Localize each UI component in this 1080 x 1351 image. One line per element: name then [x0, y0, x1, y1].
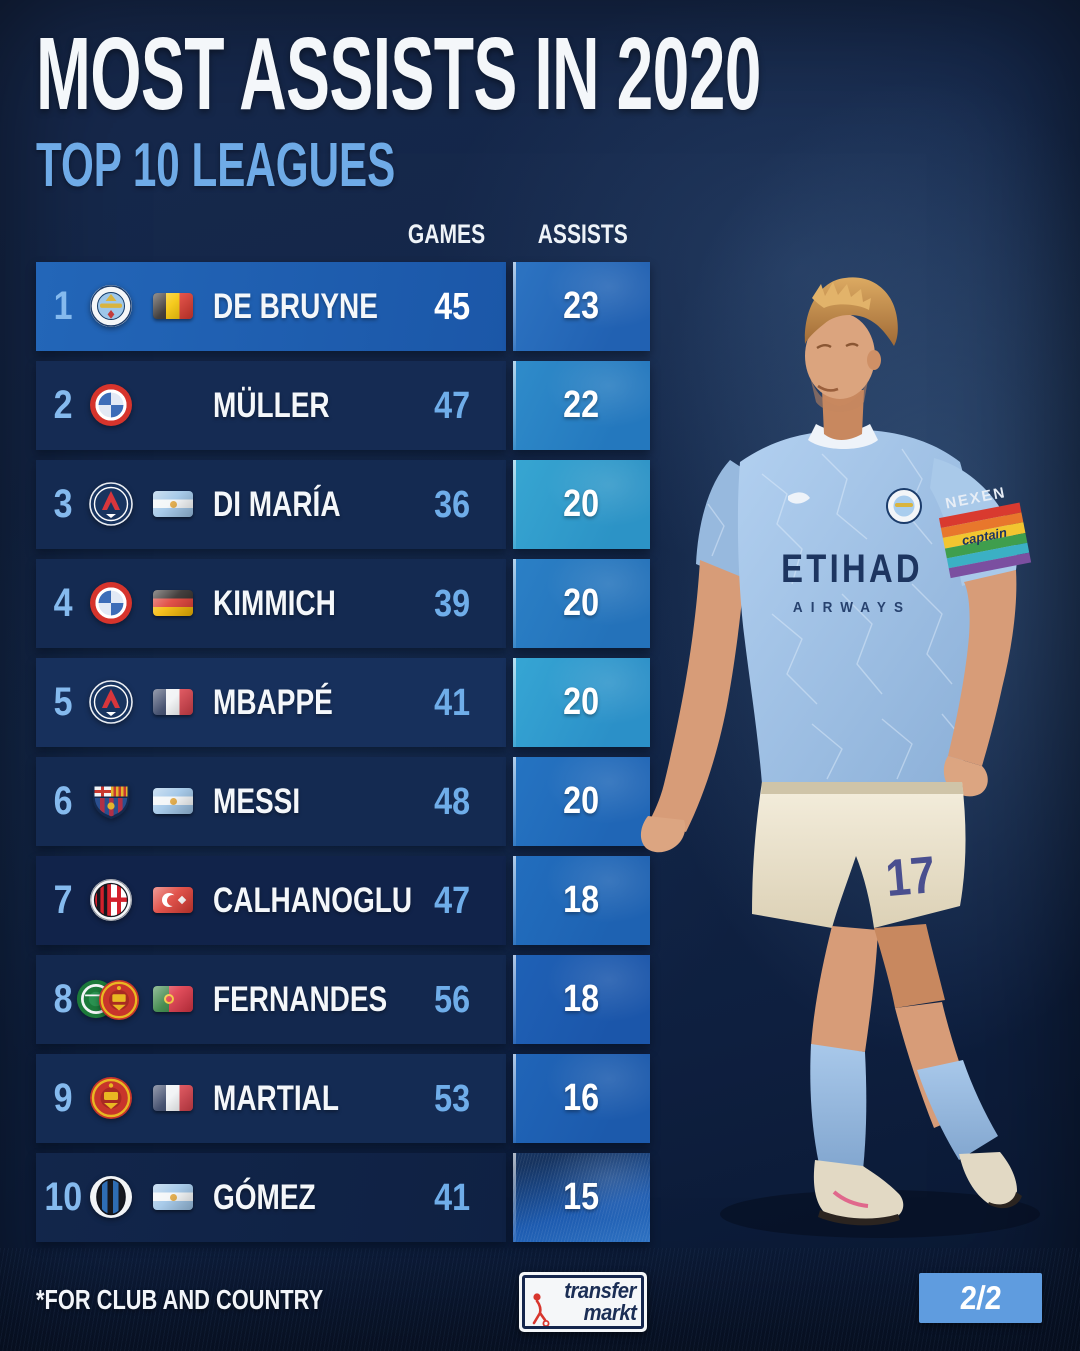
rank-label: 4 — [53, 581, 73, 625]
player-name: MARTIAL — [213, 1079, 339, 1118]
assists-cell: 20 — [513, 658, 650, 747]
rank-label: 5 — [53, 680, 73, 724]
flag-france-icon — [153, 689, 193, 715]
table-row: 7 CALHANOGLU 47 — [36, 856, 506, 945]
table-row: 8 FERNANDES 56 — [36, 955, 506, 1044]
player-name: GÓMEZ — [213, 1178, 316, 1217]
club-badge-psg-icon — [89, 680, 133, 724]
page-subtitle: TOP 10 LEAGUES — [36, 131, 396, 200]
club-badge-manchester-united-icon — [89, 1076, 133, 1120]
short-number: 17 — [883, 846, 937, 908]
table-row: 6 MESSI 48 — [36, 757, 506, 846]
rank-label: 3 — [53, 482, 73, 526]
brand-text-top: transfer — [564, 1278, 636, 1303]
player-name: KIMMICH — [213, 584, 336, 623]
assists-value: 20 — [563, 582, 600, 624]
flag-france-icon — [153, 1085, 193, 1111]
club-badge-psg-icon — [89, 482, 133, 526]
games-value: 41 — [434, 682, 470, 724]
flag-turkey-icon — [153, 887, 193, 913]
assists-value: 18 — [563, 978, 600, 1020]
assists-value: 18 — [563, 879, 600, 921]
games-value: 45 — [434, 286, 470, 328]
games-value: 41 — [434, 1177, 470, 1219]
games-value: 53 — [434, 1078, 470, 1120]
page-indicator-badge: 2/2 — [919, 1273, 1042, 1323]
player-name: MÜLLER — [213, 386, 330, 425]
assists-cell: 20 — [513, 757, 650, 846]
assists-value: 22 — [563, 384, 600, 426]
club-badge-manchester-city-icon — [89, 284, 133, 328]
assists-value: 20 — [563, 483, 600, 525]
assists-cell: 18 — [513, 856, 650, 945]
page-indicator: 2/2 — [958, 1279, 1003, 1316]
jersey-sponsor: ETIHAD — [781, 546, 923, 591]
rank-label: 6 — [53, 779, 73, 823]
table-row: 10 GÓMEZ 41 — [36, 1153, 506, 1242]
flag-portugal-icon — [153, 986, 193, 1012]
table-row: 2 MÜLLER 47 — [36, 361, 506, 450]
rank-label: 2 — [53, 383, 73, 427]
games-value: 47 — [434, 385, 470, 427]
player-name: DE BRUYNE — [213, 287, 378, 326]
flag-argentina-icon — [153, 491, 193, 517]
games-value: 39 — [434, 583, 470, 625]
club-badge-manchester-united-icon — [98, 979, 140, 1021]
table-row: 3 DI MARÍA 36 — [36, 460, 506, 549]
games-value: 48 — [434, 781, 470, 823]
club-badge-atalanta-icon — [89, 1175, 133, 1219]
games-value: 36 — [434, 484, 470, 526]
assists-value: 23 — [563, 285, 600, 327]
flag-belgium-icon — [153, 293, 193, 319]
club-badge-bayern-munich-icon — [89, 581, 133, 625]
player-name: FERNANDES — [213, 980, 388, 1019]
sleeve-sponsor: NEXEN — [944, 484, 1008, 512]
table-row: 4 KIMMICH 39 — [36, 559, 506, 648]
rank-label: 1 — [53, 284, 73, 328]
table-row: 5 MBAPPÉ 41 — [36, 658, 506, 747]
svg-text:ETIHAD: ETIHAD — [781, 546, 923, 591]
column-header-games: GAMES — [408, 219, 486, 249]
svg-text:captain: captain — [961, 525, 1009, 548]
flag-germany-icon — [153, 590, 193, 616]
assists-cell: 16 — [513, 1054, 650, 1143]
player-name: MESSI — [213, 782, 301, 821]
assists-cell: 20 — [513, 559, 650, 648]
assists-cell: 20 — [513, 460, 650, 549]
assists-value: 15 — [563, 1176, 600, 1218]
assists-value: 20 — [563, 681, 600, 723]
assists-cell: 23 — [513, 262, 650, 351]
assists-cell: 15 — [513, 1153, 650, 1242]
rank-label: 7 — [53, 878, 73, 922]
column-header-assists: ASSISTS — [537, 219, 629, 249]
captain-armband: captain — [939, 502, 1032, 579]
assists-cell: 18 — [513, 955, 650, 1044]
player-photo: ETIHAD AIRWAYS captain — [640, 277, 1040, 1238]
assists-value: 16 — [563, 1077, 600, 1119]
rank-label: 9 — [53, 1076, 73, 1120]
player-name: CALHANOGLU — [213, 881, 413, 920]
rank-label: 8 — [53, 977, 73, 1021]
flag-argentina-icon — [153, 1184, 193, 1210]
brand-text-bottom: markt — [583, 1300, 636, 1325]
table-row: 1 DE BRUYNE 45 — [36, 262, 506, 351]
footnote: *FOR CLUB AND COUNTRY — [36, 1284, 324, 1315]
flag-argentina-icon — [153, 788, 193, 814]
transfermarkt-figure-icon — [532, 1293, 550, 1326]
assists-value: 20 — [563, 780, 600, 822]
player-name: DI MARÍA — [213, 485, 341, 524]
club-badge-barcelona-icon — [89, 779, 133, 823]
table-row: 9 MARTIAL 53 — [36, 1054, 506, 1143]
assists-cell: 22 — [513, 361, 650, 450]
games-value: 56 — [434, 979, 470, 1021]
rank-label: 10 — [44, 1175, 82, 1219]
page-title: MOST ASSISTS IN 2020 — [36, 16, 761, 131]
club-badge-bayern-munich-icon — [89, 383, 133, 427]
svg-text:AIRWAYS: AIRWAYS — [793, 599, 911, 616]
player-name: MBAPPÉ — [213, 683, 333, 722]
games-value: 47 — [434, 880, 470, 922]
club-badge-ac-milan-icon — [89, 878, 133, 922]
transfermarkt-logo: transfer markt — [519, 1272, 647, 1332]
